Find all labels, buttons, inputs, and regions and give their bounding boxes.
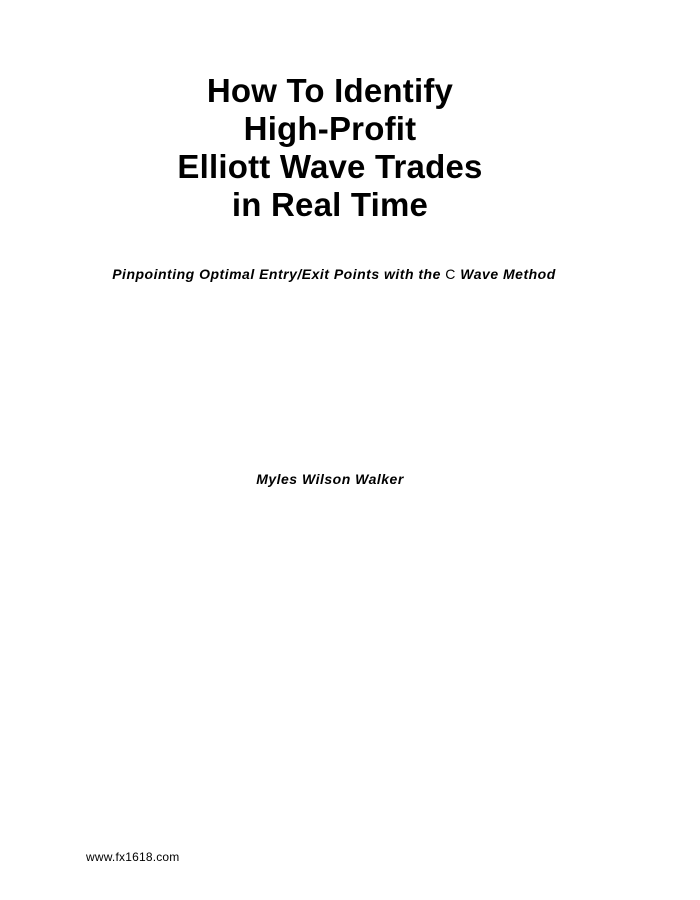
- author-name: Myles Wilson Walker: [256, 471, 404, 487]
- subtitle-text-end: Wave Method: [455, 266, 556, 282]
- footer-url: www.fx1618.com: [86, 850, 180, 864]
- book-title: How To Identify High-Profit Elliott Wave…: [0, 72, 660, 224]
- book-subtitle: Pinpointing Optimal Entry/Exit Points wi…: [0, 266, 668, 282]
- title-line-4: in Real Time: [231, 186, 429, 223]
- title-line-2: High-Profit: [243, 110, 417, 147]
- title-line-1: How To Identify: [206, 72, 454, 109]
- title-line-3: Elliott Wave Trades: [177, 148, 483, 185]
- subtitle-wave-letter: C: [445, 266, 456, 282]
- subtitle-text-start: Pinpointing Optimal Entry/Exit Points wi…: [112, 266, 446, 282]
